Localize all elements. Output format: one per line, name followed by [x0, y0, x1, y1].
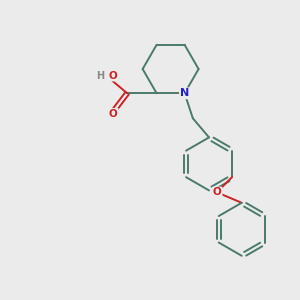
Text: O: O [213, 188, 222, 197]
Text: O: O [109, 70, 118, 81]
Text: H: H [96, 70, 104, 81]
Text: N: N [180, 88, 189, 98]
Text: O: O [109, 109, 118, 119]
